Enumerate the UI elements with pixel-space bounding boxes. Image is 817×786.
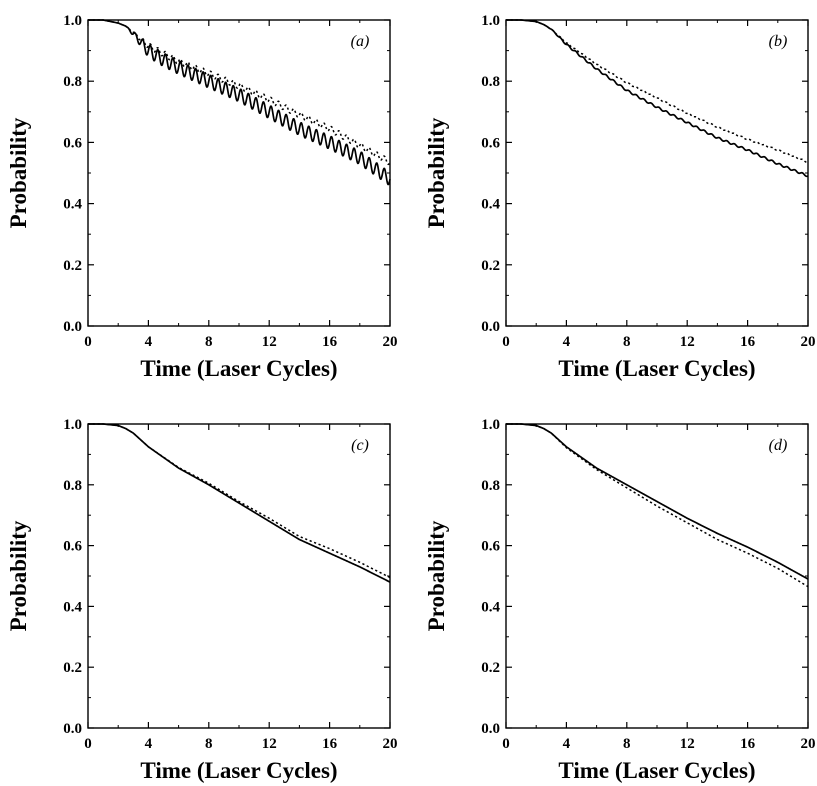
panel-d: 0 4 8 12 16 20 0.0 0.2 0.4 0.6 0.8 1.0 Time (Laser C… <box>424 417 816 783</box>
x-tick-label: 0 <box>502 334 510 350</box>
x-axis-title: Time (Laser Cycles) <box>140 758 337 783</box>
y-tick-label: 0.8 <box>481 74 500 90</box>
y-tick-label: 0.2 <box>481 660 500 676</box>
y-axis-title: Probability <box>6 520 31 631</box>
y-tick-label: 1.0 <box>63 417 82 433</box>
y-axis-title: Probability <box>6 117 31 228</box>
x-tick-label: 16 <box>740 736 756 752</box>
y-tick-label: 0.4 <box>481 599 500 615</box>
panel-label: (c) <box>351 437 369 454</box>
dotted-series-line <box>505 19 809 164</box>
x-tick-label: 4 <box>563 736 571 752</box>
panel-label: (b) <box>769 33 788 50</box>
y-tick-label: 0.4 <box>63 197 82 213</box>
x-tick-label: 4 <box>145 736 153 752</box>
y-tick-label: 1.0 <box>481 13 500 29</box>
solid-series-line <box>87 19 391 186</box>
plot-frame <box>87 423 391 729</box>
x-tick-label: 8 <box>205 736 213 752</box>
x-tick-label: 12 <box>262 334 277 350</box>
x-tick-label: 20 <box>801 334 816 350</box>
plot-frame <box>505 423 809 729</box>
y-tick-label: 1.0 <box>481 417 500 433</box>
x-tick-label: 20 <box>383 736 398 752</box>
panel-a: 0 4 8 12 16 20 0.0 0.2 0.4 0.6 0.8 1.0 Time (Laser C… <box>6 13 398 381</box>
y-tick-label: 0.6 <box>63 539 82 555</box>
x-tick-label: 8 <box>623 736 631 752</box>
y-tick-label: 0.4 <box>63 599 82 615</box>
x-tick-label: 0 <box>502 736 510 752</box>
panel-c: 0 4 8 12 16 20 0.0 0.2 0.4 0.6 0.8 1.0 Time (Laser C… <box>6 417 398 783</box>
solid-series-line <box>505 423 809 580</box>
x-tick-label: 4 <box>563 334 571 350</box>
y-tick-label: 0.2 <box>481 258 500 274</box>
y-tick-label: 1.0 <box>63 13 82 29</box>
x-tick-label: 12 <box>680 334 695 350</box>
x-tick-label: 8 <box>623 334 631 350</box>
dotted-series-line <box>505 423 809 588</box>
y-tick-label: 0.0 <box>481 319 500 335</box>
x-tick-label: 16 <box>740 334 756 350</box>
y-tick-label: 0.8 <box>63 74 82 90</box>
y-tick-label: 0.6 <box>481 539 500 555</box>
x-tick-label: 16 <box>322 334 338 350</box>
x-axis-title: Time (Laser Cycles) <box>558 356 755 381</box>
x-tick-label: 8 <box>205 334 213 350</box>
x-tick-label: 20 <box>801 736 816 752</box>
y-tick-label: 0.6 <box>481 135 500 151</box>
dotted-series-line <box>87 423 391 579</box>
plot-frame <box>505 19 809 327</box>
x-tick-label: 16 <box>322 736 338 752</box>
y-tick-label: 0.8 <box>481 478 500 494</box>
y-tick-label: 0.8 <box>63 478 82 494</box>
x-tick-label: 0 <box>84 334 92 350</box>
panel-label: (a) <box>351 33 370 50</box>
x-tick-label: 12 <box>680 736 695 752</box>
y-tick-label: 0.4 <box>481 197 500 213</box>
x-tick-label: 20 <box>383 334 398 350</box>
y-tick-label: 0.2 <box>63 258 82 274</box>
y-tick-label: 0.0 <box>63 319 82 335</box>
panel-label: (d) <box>769 437 788 454</box>
solid-series-line <box>87 423 391 583</box>
panel-b: 0 4 8 12 16 20 0.0 0.2 0.4 0.6 0.8 1.0 Time (Laser C… <box>424 13 816 381</box>
plot-frame <box>87 19 391 327</box>
y-tick-label: 0.0 <box>63 721 82 737</box>
y-axis-title: Probability <box>424 117 449 228</box>
x-tick-label: 0 <box>84 736 92 752</box>
x-tick-label: 4 <box>145 334 153 350</box>
x-axis-title: Time (Laser Cycles) <box>558 758 755 783</box>
y-tick-label: 0.0 <box>481 721 500 737</box>
y-tick-label: 0.2 <box>63 660 82 676</box>
y-axis-title: Probability <box>424 520 449 631</box>
x-axis-title: Time (Laser Cycles) <box>140 356 337 381</box>
x-tick-label: 12 <box>262 736 277 752</box>
y-tick-label: 0.6 <box>63 135 82 151</box>
